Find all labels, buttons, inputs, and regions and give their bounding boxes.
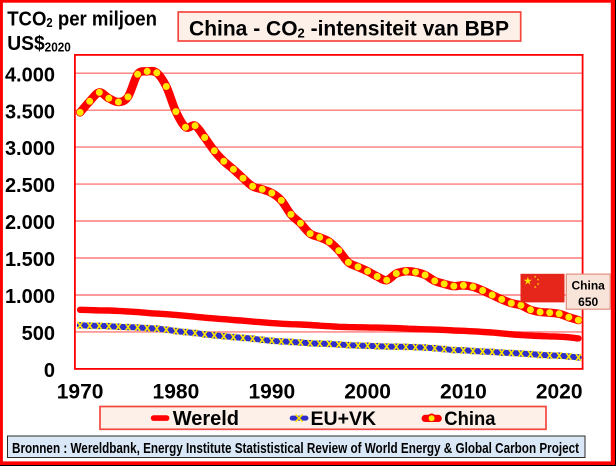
svg-text:500: 500 <box>22 323 55 345</box>
svg-text:0: 0 <box>44 360 55 382</box>
svg-text:3.500: 3.500 <box>5 101 55 123</box>
svg-text:1.500: 1.500 <box>5 249 55 271</box>
svg-text:Wereld: Wereld <box>173 408 239 430</box>
svg-text:EU+VK: EU+VK <box>311 408 377 430</box>
svg-text:2000: 2000 <box>344 380 391 403</box>
svg-text:4.000: 4.000 <box>5 64 55 86</box>
svg-text:TCO2 per miljoen: TCO2 per miljoen <box>7 8 157 31</box>
svg-text:2.000: 2.000 <box>5 212 55 234</box>
svg-text:2.500: 2.500 <box>5 175 55 197</box>
svg-text:1970: 1970 <box>57 380 104 403</box>
svg-text:China: China <box>444 408 496 430</box>
svg-text:650: 650 <box>578 295 598 309</box>
svg-text:2010: 2010 <box>440 380 487 403</box>
svg-text:China: China <box>572 279 606 293</box>
svg-text:2020: 2020 <box>536 380 583 403</box>
svg-text:3.000: 3.000 <box>5 138 55 160</box>
svg-text:China - CO2 -intensiteit van B: China - CO2 -intensiteit van BBP <box>189 18 509 41</box>
svg-text:1.000: 1.000 <box>5 286 55 308</box>
svg-text:1990: 1990 <box>248 380 295 403</box>
svg-text:1980: 1980 <box>153 380 200 403</box>
svg-text:Bronnen : Wereldbank, Energy I: Bronnen : Wereldbank, Energy Institute S… <box>12 441 579 457</box>
